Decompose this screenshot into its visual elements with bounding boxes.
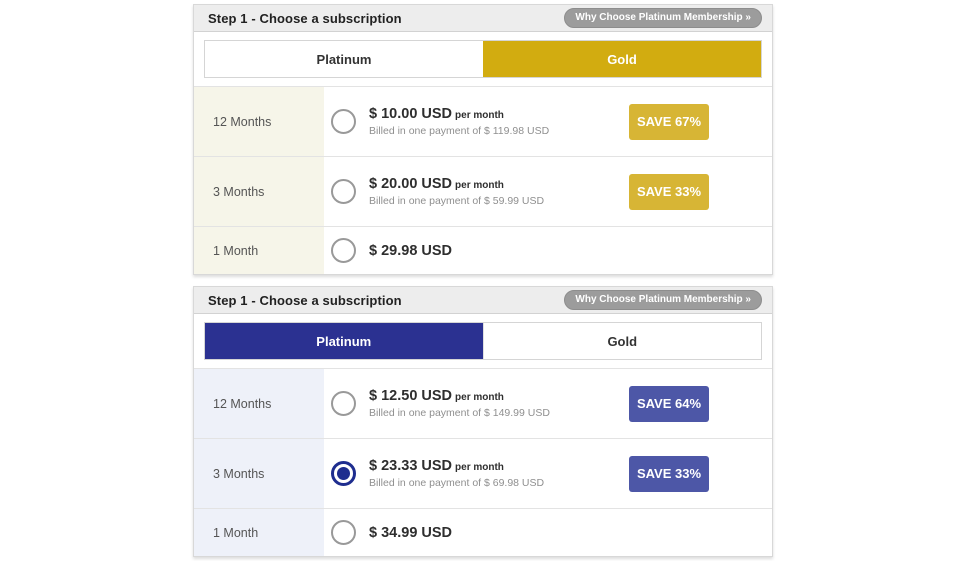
price: $ 20.00 USD (369, 176, 453, 192)
per-month-label: per month (455, 110, 504, 121)
price: $ 34.99 USD (369, 524, 453, 541)
plan-row-3-months[interactable]: 3 Months $ 20.00 USD per month Billed in … (194, 156, 772, 226)
radio-button[interactable] (331, 179, 356, 204)
billed-note: Billed in one payment of $ 59.99 USD (369, 195, 545, 207)
radio-button[interactable] (331, 391, 356, 416)
price-cell: $ 23.33 USD per month Billed in one payme… (369, 458, 629, 489)
why-choose-platinum-link[interactable]: Why Choose Platinum Membership » (564, 290, 762, 310)
price: $ 12.50 USD (369, 388, 453, 404)
per-month-label: per month (455, 392, 504, 403)
subscription-panel-gold: Step 1 - Choose a subscription Why Choos… (193, 4, 773, 275)
step-title: Step 1 - Choose a subscription (208, 292, 402, 308)
plan-row-3-months[interactable]: 3 Months $ 23.33 USD per month Billed in … (194, 438, 772, 508)
price-cell: $ 10.00 USD per month Billed in one payme… (369, 106, 629, 137)
radio-button[interactable] (331, 520, 356, 545)
price-line: $ 20.00 USD per month (369, 176, 629, 192)
period-label: 12 Months (194, 369, 324, 438)
step-title: Step 1 - Choose a subscription (208, 10, 402, 26)
plan-row-12-months[interactable]: 12 Months $ 10.00 USD per month Billed in… (194, 86, 772, 156)
price-line: $ 34.99 USD (369, 525, 772, 541)
period-label: 12 Months (194, 87, 324, 156)
price-line: $ 10.00 USD per month (369, 106, 629, 122)
billed-note: Billed in one payment of $ 69.98 USD (369, 477, 545, 489)
period-label: 1 Month (194, 227, 324, 274)
billed-note: Billed in one payment of $ 149.99 USD (369, 407, 550, 419)
save-badge: SAVE 33% (629, 173, 709, 210)
why-choose-platinum-link[interactable]: Why Choose Platinum Membership » (564, 8, 762, 28)
price-line: $ 29.98 USD (369, 243, 772, 259)
period-label: 1 Month (194, 509, 324, 556)
per-month-label: per month (455, 180, 504, 191)
price-line: $ 12.50 USD per month (369, 388, 629, 404)
radio-button-selected[interactable] (331, 461, 356, 486)
save-badge: SAVE 64% (629, 385, 709, 422)
tab-platinum[interactable]: Platinum (205, 323, 483, 359)
tab-gold[interactable]: Gold (482, 323, 761, 359)
radio-button[interactable] (331, 109, 356, 134)
membership-tabs: Platinum Gold (204, 40, 762, 78)
per-month-label: per month (455, 462, 504, 473)
tab-platinum[interactable]: Platinum (205, 41, 483, 77)
price-cell: $ 34.99 USD (369, 525, 772, 541)
period-label: 3 Months (194, 157, 324, 226)
period-label: 3 Months (194, 439, 324, 508)
subscription-panel-platinum: Step 1 - Choose a subscription Why Choos… (193, 286, 773, 557)
plan-row-12-months[interactable]: 12 Months $ 12.50 USD per month Billed in… (194, 368, 772, 438)
plan-row-1-month[interactable]: 1 Month $ 29.98 USD (194, 226, 772, 274)
panel-header: Step 1 - Choose a subscription Why Choos… (194, 5, 772, 32)
plan-row-1-month[interactable]: 1 Month $ 34.99 USD (194, 508, 772, 556)
price-line: $ 23.33 USD per month (369, 458, 629, 474)
price-cell: $ 12.50 USD per month Billed in one payme… (369, 388, 629, 419)
membership-tabs: Platinum Gold (204, 322, 762, 360)
save-badge: SAVE 67% (629, 103, 709, 140)
price: $ 23.33 USD (369, 458, 453, 474)
price: $ 29.98 USD (369, 242, 453, 259)
tab-gold[interactable]: Gold (483, 41, 761, 77)
panel-header: Step 1 - Choose a subscription Why Choos… (194, 287, 772, 314)
price: $ 10.00 USD (369, 106, 453, 122)
radio-button[interactable] (331, 238, 356, 263)
save-badge: SAVE 33% (629, 455, 709, 492)
billed-note: Billed in one payment of $ 119.98 USD (369, 125, 550, 137)
price-cell: $ 29.98 USD (369, 243, 772, 259)
price-cell: $ 20.00 USD per month Billed in one payme… (369, 176, 629, 207)
